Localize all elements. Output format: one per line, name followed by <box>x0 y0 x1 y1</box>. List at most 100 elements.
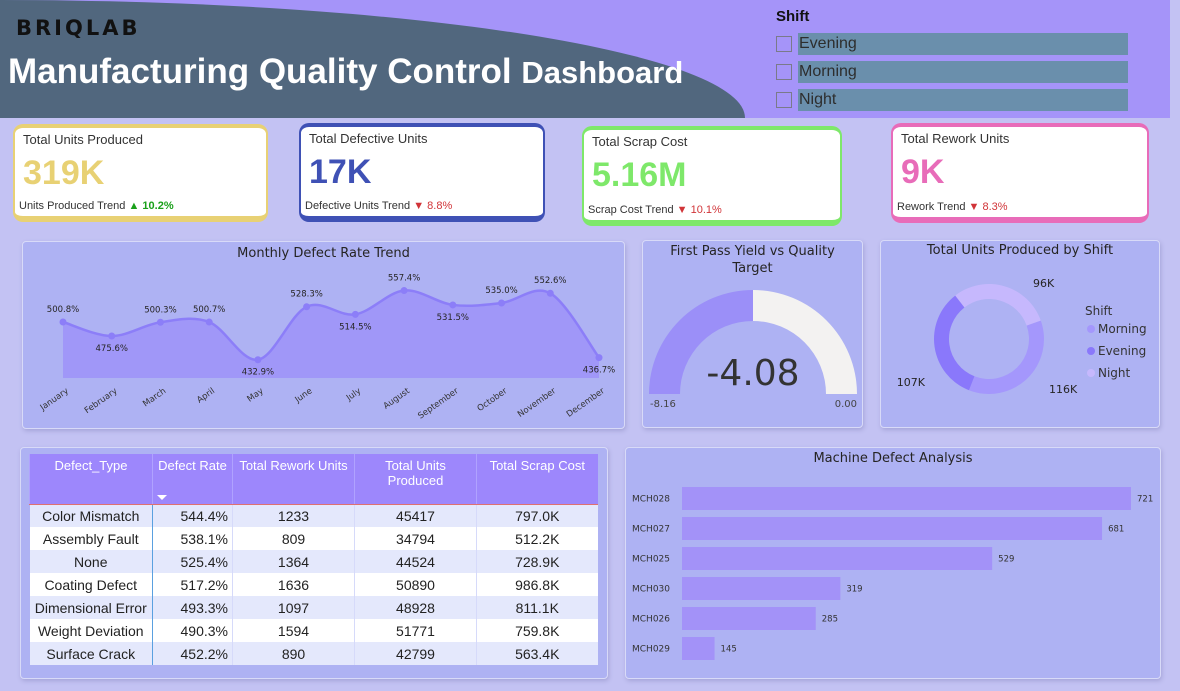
legend-item-evening[interactable]: Evening <box>1098 344 1146 358</box>
data-point[interactable] <box>595 354 603 362</box>
kpi-value: 9K <box>901 153 945 191</box>
kpi-trend: Units Produced Trend ▲ 10.2% <box>19 200 174 212</box>
chart-title: Monthly Defect Rate Trend <box>237 246 410 261</box>
table-cell: 1364 <box>232 550 355 573</box>
checkbox[interactable] <box>776 36 792 52</box>
column-header-defect-rate[interactable]: Defect Rate <box>152 454 233 505</box>
kpi-label: Total Defective Units <box>309 131 428 146</box>
bar[interactable] <box>682 577 841 600</box>
shift-slicer: Shift Evening Morning Night <box>776 8 1136 114</box>
y-axis-tick-label: MCH029 <box>632 645 670 655</box>
table-cell: 44524 <box>354 550 477 573</box>
data-point[interactable] <box>303 303 311 311</box>
table-cell: 34794 <box>354 527 477 550</box>
x-axis-tick-label: March <box>141 386 168 409</box>
data-point[interactable] <box>254 356 262 364</box>
data-point[interactable] <box>449 301 457 309</box>
data-point[interactable] <box>351 310 359 318</box>
kpi-label: Total Units Produced <box>23 132 143 147</box>
kpi-trend-value: 10.2% <box>142 200 174 212</box>
table-cell: 517.2% <box>152 573 233 596</box>
y-axis-tick-label: MCH026 <box>632 615 670 625</box>
monthly-defect-rate-card: Monthly Defect Rate Trend 500.8% January 4… <box>22 241 625 429</box>
x-axis-tick-label: February <box>83 386 120 416</box>
gauge-fill <box>649 290 753 394</box>
table-cell: 51771 <box>354 619 477 642</box>
donut-slice-morning[interactable] <box>968 320 1044 394</box>
data-point[interactable] <box>108 332 116 340</box>
donut-slice-night[interactable] <box>955 284 1041 326</box>
column-header-total-scrap-cost[interactable]: Total Scrap Cost <box>476 454 598 505</box>
data-point[interactable] <box>546 289 554 297</box>
slicer-option-morning[interactable]: Morning <box>776 58 1136 86</box>
kpi-trend-label: Scrap Cost Trend <box>588 204 674 216</box>
bar[interactable] <box>682 607 816 630</box>
checkbox[interactable] <box>776 92 792 108</box>
bar[interactable] <box>682 517 1103 540</box>
data-point[interactable] <box>205 318 213 326</box>
slicer-option-label[interactable]: Night <box>798 89 1128 111</box>
slicer-option-label[interactable]: Evening <box>798 33 1128 55</box>
defect-type-table: Defect_Type Defect Rate Total Rework Uni… <box>29 454 598 665</box>
sort-descending-icon[interactable] <box>157 494 167 500</box>
data-label: 145 <box>721 645 737 655</box>
data-label: 552.6% <box>534 276 566 286</box>
column-header-total-rework-units[interactable]: Total Rework Units <box>232 454 355 505</box>
kpi-trend: Rework Trend ▼ 8.3% <box>897 201 1008 213</box>
table-row[interactable]: Dimensional Error 493.3% 1097 48928 811.1K <box>29 596 598 619</box>
gauge-min-label: -8.16 <box>650 399 676 410</box>
slicer-option-night[interactable]: Night <box>776 86 1136 114</box>
x-axis-tick-label: December <box>565 386 607 420</box>
trend-up-icon: ▲ <box>128 200 140 212</box>
data-point[interactable] <box>498 299 506 307</box>
kpi-label: Total Scrap Cost <box>592 134 688 149</box>
checkbox[interactable] <box>776 64 792 80</box>
table-cell: 1097 <box>232 596 355 619</box>
data-point[interactable] <box>59 318 67 326</box>
y-axis-tick-label: MCH025 <box>632 555 670 565</box>
x-axis-tick-label: September <box>416 386 461 421</box>
legend-item-morning[interactable]: Morning <box>1098 322 1147 336</box>
table-row[interactable]: Coating Defect 517.2% 1636 50890 986.8K <box>29 573 598 596</box>
column-header-defect-type[interactable]: Defect_Type <box>29 454 153 505</box>
legend-title: Shift <box>1085 304 1113 318</box>
slicer-option-label[interactable]: Morning <box>798 61 1128 83</box>
table-cell: 986.8K <box>476 573 598 596</box>
slice-label: 96K <box>1033 277 1055 290</box>
table-row[interactable]: Weight Deviation 490.3% 1594 51771 759.8K <box>29 619 598 642</box>
table-cell: 45417 <box>354 504 477 527</box>
table-cell: 512.2K <box>476 527 598 550</box>
gauge-value: -4.08 <box>706 353 799 394</box>
bar[interactable] <box>682 487 1131 510</box>
table-cell: 490.3% <box>152 619 233 642</box>
bar[interactable] <box>682 637 715 660</box>
table-row[interactable]: Surface Crack 452.2% 890 42799 563.4K <box>29 642 598 665</box>
legend-marker <box>1087 325 1095 333</box>
data-label: 681 <box>1108 525 1124 535</box>
table-cell: 1636 <box>232 573 355 596</box>
kpi-trend-value: 10.1% <box>690 204 722 216</box>
kpi-total-defective-units: Total Defective Units 17K Defective Unit… <box>299 123 545 222</box>
kpi-trend: Defective Units Trend ▼ 8.8% <box>305 200 452 212</box>
table-cell: 1233 <box>232 504 355 527</box>
kpi-label: Total Rework Units <box>901 131 1010 146</box>
donut-slice-evening[interactable] <box>934 295 975 391</box>
y-axis-tick-label: MCH028 <box>632 495 670 505</box>
table-row[interactable]: Color Mismatch 544.4% 1233 45417 797.0K <box>29 504 598 527</box>
data-point[interactable] <box>400 287 408 295</box>
slicer-option-evening[interactable]: Evening <box>776 30 1136 58</box>
data-label: 319 <box>846 585 862 595</box>
kpi-trend-value: 8.3% <box>982 201 1008 213</box>
brand-logo: BRIQLAB <box>16 16 141 40</box>
x-axis-tick-label: June <box>293 386 315 405</box>
legend-item-night[interactable]: Night <box>1098 366 1131 380</box>
table-cell: 544.4% <box>152 504 233 527</box>
table-cell: 538.1% <box>152 527 233 550</box>
data-label: 436.7% <box>583 366 615 376</box>
table-row[interactable]: None 525.4% 1364 44524 728.9K <box>29 550 598 573</box>
data-label: 535.0% <box>485 286 517 296</box>
data-point[interactable] <box>156 318 164 326</box>
table-row[interactable]: Assembly Fault 538.1% 809 34794 512.2K <box>29 527 598 550</box>
column-header-total-units-produced[interactable]: Total Units Produced <box>354 454 477 505</box>
bar[interactable] <box>682 547 993 570</box>
